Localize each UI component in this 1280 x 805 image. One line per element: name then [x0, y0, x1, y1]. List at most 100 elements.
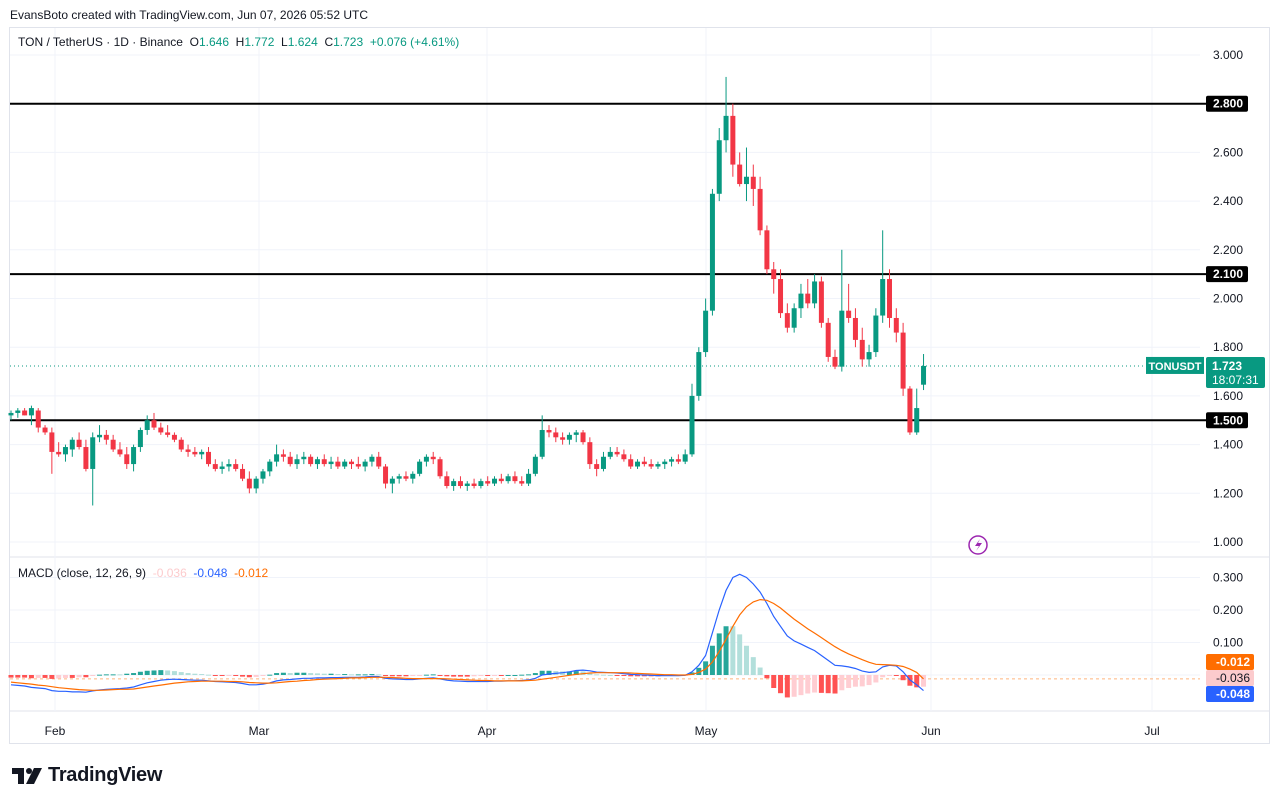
candle-body — [308, 456, 314, 465]
candle-body — [335, 461, 341, 467]
macd-histogram-bar — [144, 670, 150, 675]
candle-body — [743, 176, 749, 185]
time-axis-label: May — [695, 724, 718, 738]
macd-histogram-bar — [389, 675, 395, 677]
macd-histogram-bar — [703, 661, 709, 675]
macd-histogram-bar — [771, 675, 777, 688]
price-axis-label: 1.800 — [1213, 340, 1243, 354]
candle-body — [212, 464, 218, 469]
macd-histogram-bar — [519, 674, 525, 676]
price-axis: 3.000 2.600 2.400 2.200 2.000 1.800 1.600 1.400… — [1213, 48, 1243, 650]
macd-histogram-bar — [709, 645, 715, 675]
candle-body — [866, 352, 872, 360]
macd-histogram-bar — [35, 675, 41, 678]
macd-histogram-bar — [600, 674, 606, 676]
macd-histogram-bar — [566, 671, 572, 675]
macd-histogram-bar — [355, 674, 361, 676]
candle-body — [682, 454, 688, 462]
candle-body — [723, 115, 729, 141]
macd-histogram-bar — [886, 675, 892, 676]
macd-histogram-bar — [485, 675, 491, 676]
macd-histogram-bar — [253, 675, 259, 677]
horizontal-levels — [10, 102, 1206, 422]
macd-histogram-bar — [212, 675, 218, 676]
candle-body — [839, 310, 845, 367]
level-tag — [1206, 412, 1248, 429]
macd-histogram-bar — [594, 674, 600, 676]
candle-body — [566, 434, 572, 440]
macd-histogram-bar — [607, 675, 613, 676]
candle-body — [614, 451, 620, 455]
symbol-legend: TON / TetherUS · 1D · Binance O1.646 H1.… — [18, 35, 459, 49]
open-value: 1.646 — [198, 35, 229, 49]
macd-histogram-bar — [328, 673, 334, 675]
candle-body — [805, 293, 811, 304]
price-axis-label: 3.000 — [1213, 48, 1243, 62]
candle-body — [417, 461, 423, 474]
macd-histogram-bar — [260, 675, 266, 676]
candle-body — [355, 464, 361, 467]
macd-histogram-bar — [69, 675, 75, 678]
candle-body — [737, 164, 743, 185]
candle-body — [750, 176, 756, 189]
macd-histogram-bar — [893, 675, 899, 676]
macd-histogram-bar — [171, 671, 177, 675]
macd-histogram-bar — [750, 657, 756, 675]
macd-histogram-bar — [205, 674, 211, 676]
macd-histogram-bar — [233, 675, 239, 676]
macd-histogram-bar — [362, 674, 368, 676]
macd-histogram-bar — [219, 675, 225, 676]
symbol-tag-label: TONUSDT — [1149, 361, 1202, 373]
candle-body — [669, 459, 675, 462]
macd-histogram-bar — [859, 675, 865, 687]
candle-body — [628, 459, 634, 467]
candle-body — [260, 471, 266, 479]
candle-body — [178, 439, 184, 450]
candle-body — [42, 427, 48, 433]
candle-body — [287, 456, 293, 465]
macd-histogram-bar — [914, 675, 920, 688]
candle-body — [519, 481, 525, 484]
macd-histogram-bar — [423, 674, 429, 676]
time-axis: Feb Mar Apr May Jun Jul — [45, 724, 1160, 738]
candle-body — [798, 293, 804, 309]
candle-body — [696, 352, 702, 396]
candle-body — [110, 439, 116, 450]
candle-body — [267, 461, 273, 472]
candle-body — [900, 332, 906, 389]
candle-body — [158, 427, 164, 433]
macd-histogram-bar — [287, 673, 293, 675]
candle-body — [103, 434, 109, 440]
candle-body — [233, 464, 239, 469]
macd-histogram-bar — [723, 626, 729, 675]
candle-body — [784, 313, 790, 328]
macd-tag-label: -0.012 — [1216, 655, 1250, 669]
macd-histogram-bar — [226, 675, 232, 676]
attribution-text: EvansBoto created with TradingView.com, … — [10, 8, 368, 22]
candle-body — [675, 459, 681, 462]
macd-histogram-bar — [165, 670, 171, 675]
candle-body — [607, 451, 613, 457]
candle-body — [580, 432, 586, 443]
candle-body — [778, 279, 784, 314]
macd-histogram-bar — [178, 672, 184, 675]
candle-body — [832, 356, 838, 367]
candle-body — [471, 483, 477, 486]
macd-histogram-bar — [267, 674, 273, 676]
candle-body — [226, 464, 232, 467]
macd-histogram-bar — [76, 675, 82, 678]
time-axis-label: Jun — [921, 724, 940, 738]
candle-body — [430, 456, 436, 460]
low-value: 1.624 — [287, 35, 318, 49]
candle-body — [505, 476, 511, 482]
tradingview-logo[interactable]: TradingView — [12, 764, 162, 787]
candle-body — [600, 456, 606, 469]
candle-body — [15, 410, 21, 413]
candle-body — [171, 434, 177, 440]
candle-body — [8, 412, 14, 416]
current-price-tag — [1206, 356, 1265, 388]
candle-body — [457, 481, 463, 486]
candle-body — [553, 432, 559, 438]
candle-body — [165, 432, 171, 435]
